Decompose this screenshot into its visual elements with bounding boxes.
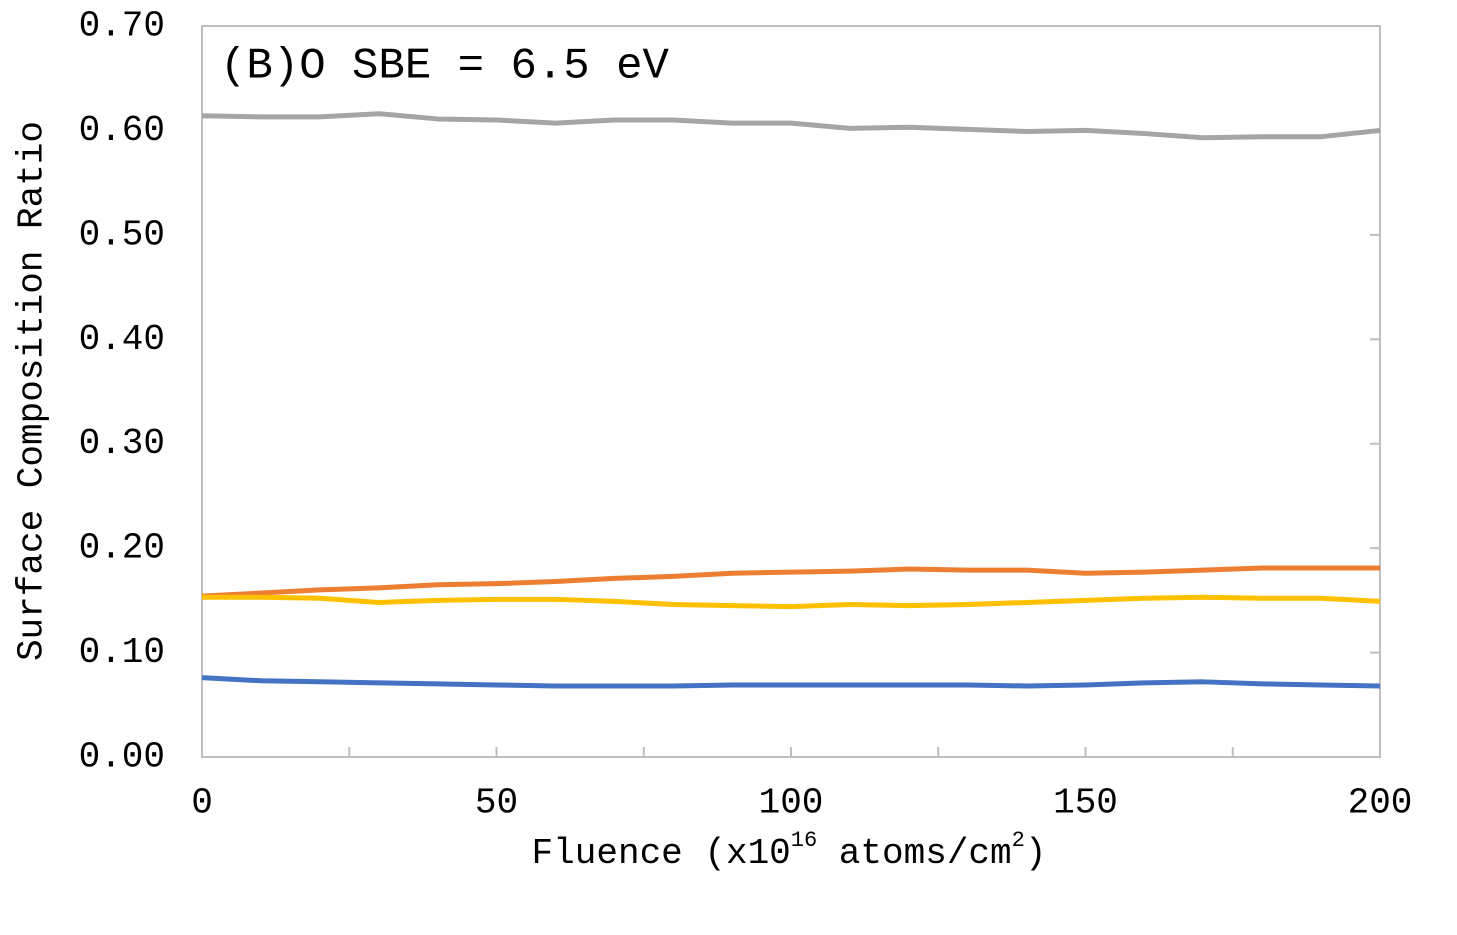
x-axis-label-part: ) xyxy=(1025,833,1047,874)
y-tick-label: 0.50 xyxy=(79,214,165,255)
y-tick-label: 0.70 xyxy=(79,6,165,47)
series-line xyxy=(201,675,1381,689)
series-line xyxy=(201,565,1380,599)
y-tick-label: 0.30 xyxy=(79,423,165,464)
y-axis-label: Surface Composition Ratio xyxy=(12,121,53,661)
series-line xyxy=(202,594,1381,610)
x-tick-label: 150 xyxy=(1053,783,1118,824)
x-tick-label: 0 xyxy=(191,783,213,824)
x-axis-label-part: 2 xyxy=(1012,828,1025,853)
x-axis-label-part: Fluence (x10 xyxy=(532,833,791,874)
annotation: (B)O SBE = 6.5 eV xyxy=(220,42,669,92)
y-tick-label: 0.40 xyxy=(79,319,165,360)
x-axis-label-part: atoms/cm xyxy=(817,833,1011,874)
x-axis-label: Fluence (x1016 atoms/cm2) xyxy=(532,828,1047,873)
y-tick-label: 0.00 xyxy=(79,737,165,778)
y-tick-label: 0.20 xyxy=(79,528,165,569)
x-tick-label: 50 xyxy=(475,783,518,824)
x-tick-label: 100 xyxy=(759,783,824,824)
y-tick-label: 0.60 xyxy=(79,110,165,151)
series-line xyxy=(201,111,1381,141)
y-tick-label: 0.10 xyxy=(79,632,165,673)
x-axis-label-part: 16 xyxy=(791,828,817,853)
x-tick-label: 200 xyxy=(1348,783,1413,824)
